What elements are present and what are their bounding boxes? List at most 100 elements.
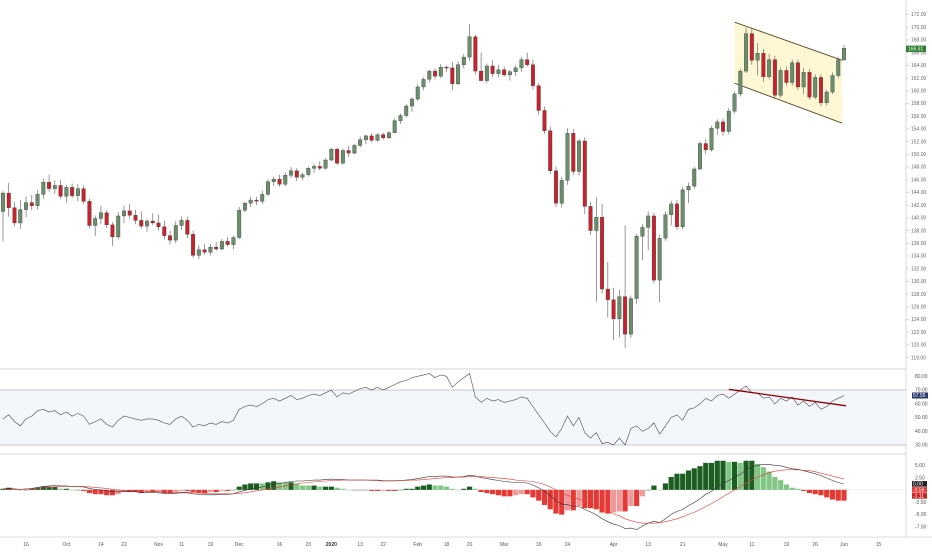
time-axis-label: 24 — [565, 542, 571, 548]
candle-body — [750, 34, 754, 61]
macd-histogram-bar — [772, 477, 777, 490]
candle-down[interactable] — [191, 231, 195, 258]
candle-body — [618, 297, 622, 319]
price-axis-tick-label: 162.00 — [911, 76, 927, 82]
candle-body — [733, 94, 737, 111]
candle-up[interactable] — [681, 187, 685, 230]
candle-up[interactable] — [664, 212, 668, 241]
candle-up[interactable] — [790, 60, 794, 86]
macd-axis-tick-label: 5.00 — [915, 463, 925, 469]
candle-body — [715, 122, 719, 128]
macd-histogram-bar — [484, 490, 489, 493]
candle-down[interactable] — [571, 129, 575, 175]
candle-up[interactable] — [330, 148, 334, 161]
candle-up[interactable] — [416, 84, 420, 101]
macd-histogram-bar — [323, 487, 328, 490]
candle-up[interactable] — [266, 179, 270, 196]
candle-up[interactable] — [813, 74, 817, 99]
candle-down[interactable] — [335, 147, 339, 165]
candle-down[interactable] — [474, 35, 478, 74]
candle-down[interactable] — [554, 166, 558, 207]
candle-up[interactable] — [577, 139, 581, 175]
candle-up[interactable] — [376, 133, 380, 141]
candle-body — [341, 151, 345, 164]
candle-up[interactable] — [116, 212, 120, 239]
candle-down[interactable] — [750, 29, 754, 65]
candle-up[interactable] — [404, 104, 408, 117]
candle-body — [347, 151, 351, 154]
candle-body — [318, 166, 322, 168]
macd-histogram-bar — [479, 490, 484, 492]
candle-down[interactable] — [762, 49, 766, 82]
macd-histogram-bar — [219, 490, 224, 491]
candle-up[interactable] — [739, 69, 743, 97]
candle-up[interactable] — [692, 167, 696, 189]
candle-down[interactable] — [589, 202, 593, 235]
candle-body — [600, 217, 604, 289]
candle-down[interactable] — [88, 199, 92, 229]
candle-up[interactable] — [566, 128, 570, 185]
price-axis-tick-label: 122.00 — [911, 330, 927, 336]
candle-body — [122, 211, 126, 216]
candle-up[interactable] — [779, 67, 783, 97]
candle-up[interactable] — [629, 295, 633, 338]
candle-up[interactable] — [727, 108, 731, 134]
candle-body — [116, 216, 120, 237]
candle-body — [370, 136, 374, 140]
macd-histogram-bar — [329, 487, 334, 490]
candle-up[interactable] — [635, 234, 639, 304]
candle-down[interactable] — [583, 137, 587, 214]
macd-axis-tick-label: -5.00 — [915, 512, 927, 518]
candle-up[interactable] — [744, 28, 748, 73]
candle-up[interactable] — [485, 63, 489, 83]
candle-body — [451, 68, 455, 84]
candle-down[interactable] — [808, 69, 812, 99]
macd-histogram-bar — [680, 474, 685, 490]
candle-up[interactable] — [831, 72, 835, 94]
candle-up[interactable] — [456, 62, 460, 86]
candle-body — [577, 141, 581, 171]
candle-down[interactable] — [600, 204, 604, 294]
macd-histogram-bar — [427, 484, 432, 489]
candle-down[interactable] — [652, 213, 656, 284]
candle-up[interactable] — [393, 119, 397, 134]
candle-body — [232, 238, 236, 245]
candle-down[interactable] — [773, 56, 777, 99]
macd-histogram-bar — [162, 490, 167, 493]
time-axis-label: Mar — [500, 542, 509, 548]
macd-histogram-bar — [830, 490, 835, 500]
candle-body — [629, 299, 633, 335]
candle-down[interactable] — [675, 200, 679, 230]
macd-histogram-bar — [623, 490, 628, 512]
macd-histogram-bar — [795, 489, 800, 490]
macd-histogram-bar — [761, 467, 766, 490]
candle-up[interactable] — [836, 57, 840, 78]
candle-up[interactable] — [710, 126, 714, 152]
candle-up[interactable] — [353, 144, 357, 154]
candle-up[interactable] — [825, 90, 829, 106]
candle-body — [744, 34, 748, 71]
candle-up[interactable] — [560, 177, 564, 208]
candle-down[interactable] — [537, 83, 541, 114]
candle-up[interactable] — [733, 91, 737, 113]
candle-up[interactable] — [387, 131, 391, 139]
candle-down[interactable] — [548, 127, 552, 174]
macd-histogram-bar — [669, 477, 674, 490]
candle-up[interactable] — [237, 207, 241, 239]
candle-down[interactable] — [543, 107, 547, 134]
candle-up[interactable] — [698, 142, 702, 171]
candle-down[interactable] — [819, 74, 823, 106]
candle-body — [88, 201, 92, 225]
candle-up[interactable] — [341, 149, 345, 165]
time-axis-label: 11 — [749, 542, 754, 548]
macd-axis-tick-label: -7.50 — [915, 524, 927, 530]
candle-body — [18, 210, 22, 223]
candle-body — [260, 194, 264, 201]
candle-body — [531, 65, 535, 86]
candle-down[interactable] — [796, 60, 800, 90]
candle-body — [70, 187, 74, 195]
candle-body — [641, 227, 645, 236]
candle-body — [99, 213, 103, 219]
candle-body — [595, 217, 599, 230]
